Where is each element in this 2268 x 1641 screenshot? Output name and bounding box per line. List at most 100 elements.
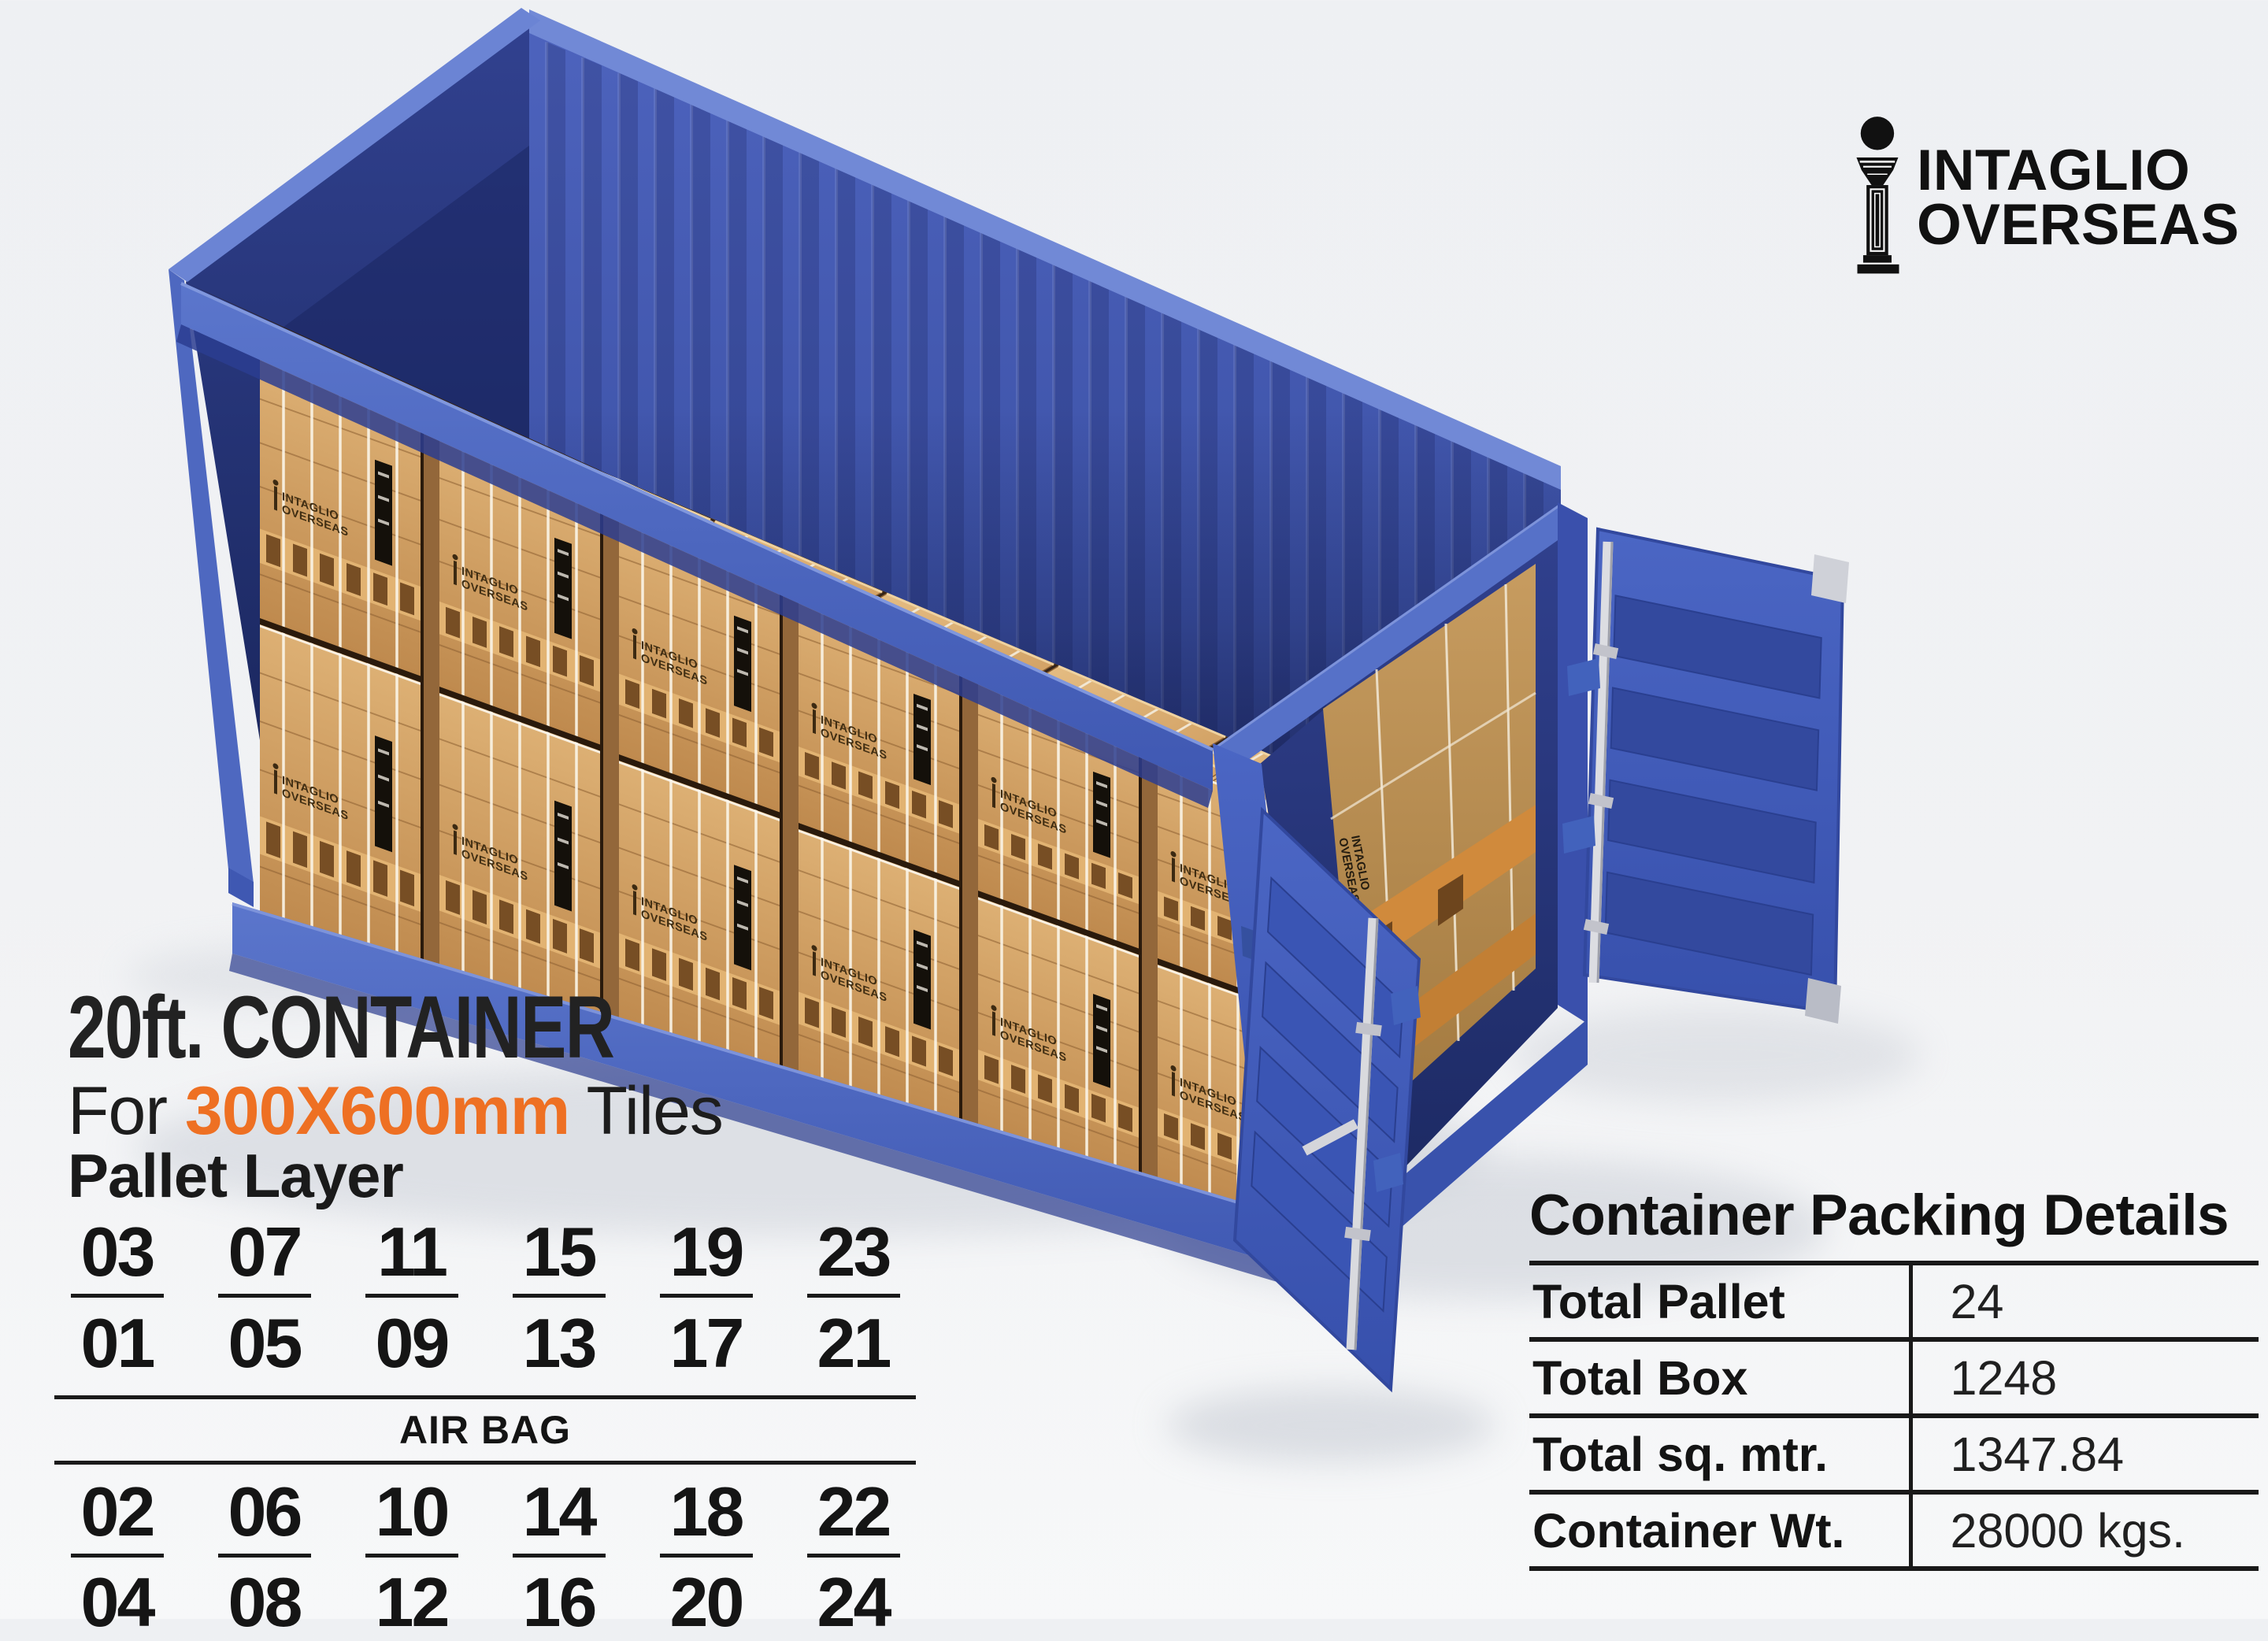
pallet-number: 01 (80, 1304, 156, 1382)
pallet-number: 19 (669, 1213, 745, 1291)
door-hinge-tab (1373, 1153, 1403, 1192)
table-row: Total Box 1248 (1529, 1337, 2259, 1413)
front-top-rail (176, 282, 1214, 808)
brand-logo: INTAGLIO OVERSEAS (1852, 115, 2240, 282)
page-title: 20ft. CONTAINER (68, 978, 615, 1076)
pallet-number: 07 (228, 1213, 303, 1291)
crate-label-strip (375, 735, 392, 853)
pallet-layer-heading: Pallet Layer (68, 1141, 404, 1210)
pallet-number: 06 (228, 1472, 303, 1550)
door-recess-panel (1604, 871, 1814, 976)
crate-side (962, 658, 978, 1138)
crate-columns: INTAGLIOOVERSEASINTAGLIOOVERSEASINTAGLIO… (260, 354, 1337, 1247)
logo-line1: INTAGLIO (1917, 139, 2191, 203)
pallet-number: 13 (522, 1304, 598, 1382)
crate-label-strip (554, 537, 572, 639)
table-row: Container Wt. 28000 kgs. (1529, 1490, 2259, 1571)
pallet-number: 08 (228, 1563, 303, 1641)
door-lock-rod (1346, 917, 1379, 1350)
door-recess-panel (1610, 687, 1820, 791)
pallet-number: 22 (817, 1472, 892, 1550)
rod-bracket (1344, 1226, 1371, 1242)
pallet-number: 16 (522, 1563, 598, 1641)
pallet-layer-diagram: 03 07 11 15 19 23 01 05 09 13 17 21 AIR … (43, 1217, 927, 1637)
pallet-number: 11 (376, 1213, 448, 1291)
table-row: Total sq. mtr. 1347.84 (1529, 1413, 2259, 1490)
pallet-row-bottom: 04 08 12 16 20 24 (43, 1568, 927, 1637)
bottom-front-rail (228, 868, 1340, 1299)
pallet-number: 05 (228, 1304, 303, 1382)
crate-label-strip (554, 800, 572, 912)
subtitle-prefix: For (68, 1073, 185, 1149)
door-hinge-tab (1391, 986, 1421, 1025)
pallet-number: 18 (669, 1472, 745, 1550)
crate-label-strip (914, 929, 931, 1030)
door-hinge-tab (1562, 816, 1595, 854)
front-door (1232, 806, 1421, 1393)
table-row: Total Pallet 24 (1529, 1261, 2259, 1337)
row-value: 28000 kgs. (1908, 1495, 2259, 1566)
divider-line (54, 1395, 916, 1399)
row-value: 1347.84 (1908, 1418, 2259, 1490)
crate-side (1142, 739, 1158, 1191)
left-wall-outer (169, 269, 254, 883)
pallet-underlines (43, 1554, 927, 1558)
pallet-number: 15 (522, 1213, 598, 1291)
door-hinge-tab (1567, 658, 1600, 696)
rod-bracket (1355, 1021, 1382, 1037)
row-label: Container Wt. (1532, 1503, 1845, 1558)
pallet-number: 04 (80, 1563, 156, 1641)
door-lock-rod (1588, 541, 1614, 983)
rod-bracket (1583, 919, 1610, 935)
row-label: Total sq. mtr. (1532, 1427, 1829, 1481)
back-wall-top-rim (529, 9, 1561, 490)
airbag-label: AIR BAG (398, 1408, 572, 1452)
pallet-number: 17 (669, 1304, 745, 1382)
pallet-number: 10 (375, 1472, 450, 1550)
right-end-top-rail (1213, 504, 1584, 767)
pallet-number: 14 (522, 1472, 598, 1550)
row-value: 1248 (1908, 1342, 2259, 1413)
pallet-number: 21 (817, 1304, 892, 1382)
logo-line2: OVERSEAS (1917, 193, 2240, 257)
pallet-number: 20 (669, 1563, 745, 1641)
crate-side (424, 415, 439, 977)
pallet-row-upper: 01 05 09 13 17 21 (43, 1309, 927, 1378)
rod-bracket (1592, 643, 1619, 659)
pallet-number: 23 (817, 1213, 892, 1291)
rod-bracket (1588, 793, 1614, 809)
crate-side (783, 577, 799, 1084)
intaglio-pillar-logo-icon (1856, 117, 1899, 274)
right-door-recess-panels (1604, 595, 1822, 976)
back-right-post (1558, 502, 1588, 1024)
pallet-number: 09 (375, 1304, 450, 1382)
crate-label-strip (1093, 994, 1110, 1088)
crate-label-strip (734, 865, 751, 971)
door-recess-panel (1607, 779, 1817, 884)
crate-label-strip (734, 615, 751, 713)
left-wall-top-band (169, 8, 540, 282)
pallet-number: 03 (80, 1213, 156, 1291)
door-handle (1302, 1119, 1358, 1156)
pallet-number: 02 (80, 1472, 156, 1550)
corner-casting (1811, 554, 1849, 603)
subtitle-suffix: Tiles (569, 1073, 724, 1149)
packing-details-table: Container Packing Details Total Pallet 2… (1529, 1183, 2259, 1571)
subtitle-size: 300X600mm (184, 1073, 570, 1149)
row-label: Total Pallet (1532, 1274, 1785, 1328)
crate-label-strip (375, 459, 392, 566)
crate-label-strip (1093, 771, 1110, 858)
door-recess-panel (1613, 595, 1822, 699)
crate-side (603, 496, 619, 1031)
divider-line (54, 1461, 916, 1465)
pallet-underlines (43, 1294, 927, 1298)
pallet-row-lower: 02 06 10 14 18 22 (43, 1477, 927, 1547)
pallet-row-top: 03 07 11 15 19 23 (43, 1217, 927, 1287)
row-label: Total Box (1532, 1350, 1748, 1405)
